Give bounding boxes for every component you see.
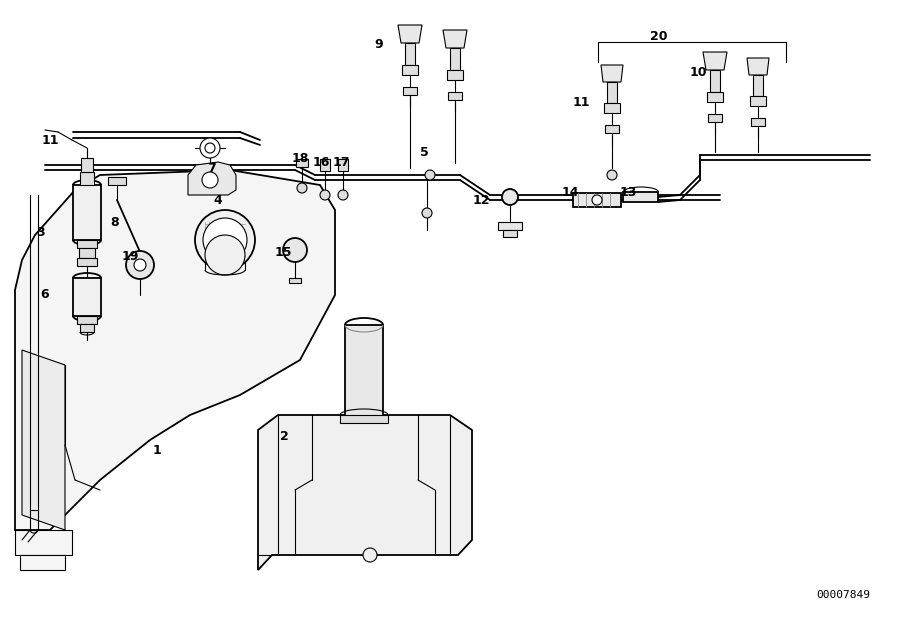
Bar (623, 192, 658, 202)
Bar (708, 114, 722, 122)
Bar (753, 75, 763, 96)
Bar (80, 324, 94, 332)
Text: 10: 10 (690, 65, 707, 79)
Text: 13: 13 (620, 185, 637, 199)
Bar (77, 258, 97, 266)
Polygon shape (601, 65, 623, 82)
Bar (340, 415, 388, 423)
Bar (447, 70, 463, 80)
Polygon shape (15, 170, 335, 530)
Bar (405, 43, 415, 65)
Bar (710, 70, 720, 92)
Bar (345, 325, 383, 420)
Circle shape (202, 172, 218, 188)
Bar (751, 118, 765, 126)
Bar (573, 193, 621, 207)
Polygon shape (20, 555, 65, 570)
Circle shape (126, 251, 154, 279)
Bar (604, 103, 620, 113)
Circle shape (422, 208, 432, 218)
Bar (108, 177, 126, 185)
Text: 5: 5 (420, 145, 428, 159)
Circle shape (205, 143, 215, 153)
Bar (80, 172, 94, 185)
Text: 2: 2 (280, 431, 289, 443)
Circle shape (283, 238, 307, 262)
Polygon shape (747, 58, 769, 75)
Text: 12: 12 (473, 194, 491, 206)
Bar (707, 92, 723, 102)
Text: 00007849: 00007849 (816, 590, 870, 600)
Text: 7: 7 (207, 161, 216, 175)
Text: 3: 3 (36, 225, 45, 239)
Bar (402, 65, 418, 75)
Bar (77, 316, 97, 324)
Text: 20: 20 (650, 30, 668, 44)
Bar (750, 96, 766, 106)
Bar (498, 222, 522, 230)
Text: 4: 4 (213, 194, 221, 206)
Text: 15: 15 (275, 246, 292, 258)
Text: 18: 18 (292, 152, 310, 164)
Bar (605, 125, 619, 133)
Circle shape (205, 235, 245, 275)
Circle shape (200, 138, 220, 158)
Bar (73, 278, 101, 316)
Bar (403, 87, 417, 95)
Bar (77, 240, 97, 248)
Text: 6: 6 (40, 288, 49, 302)
Text: 14: 14 (562, 187, 580, 199)
Polygon shape (15, 530, 72, 555)
Text: 16: 16 (313, 156, 330, 170)
Bar (338, 159, 348, 171)
Text: 19: 19 (122, 250, 140, 264)
Bar (320, 159, 330, 171)
Bar (450, 48, 460, 70)
Circle shape (363, 548, 377, 562)
Circle shape (134, 259, 146, 271)
Circle shape (297, 183, 307, 193)
Bar (503, 230, 517, 237)
Circle shape (195, 210, 255, 270)
Bar (296, 159, 308, 167)
Polygon shape (258, 415, 472, 570)
Polygon shape (443, 30, 467, 48)
Polygon shape (703, 52, 727, 70)
Polygon shape (22, 350, 65, 530)
Text: 1: 1 (153, 443, 162, 457)
Circle shape (203, 218, 247, 262)
Bar (448, 92, 462, 100)
Bar (607, 82, 617, 103)
Polygon shape (398, 25, 422, 43)
Text: 11: 11 (573, 95, 590, 109)
Bar (73, 185, 101, 240)
Text: 11: 11 (42, 133, 59, 147)
Circle shape (607, 170, 617, 180)
Bar (79, 248, 95, 258)
Polygon shape (188, 162, 236, 195)
Text: 17: 17 (333, 156, 350, 170)
Text: 8: 8 (110, 215, 119, 229)
Circle shape (338, 190, 348, 200)
Circle shape (320, 190, 330, 200)
Circle shape (502, 189, 518, 205)
Circle shape (592, 195, 602, 205)
Circle shape (425, 170, 435, 180)
Bar (289, 278, 301, 283)
Text: 9: 9 (374, 39, 382, 51)
Bar (81, 158, 93, 172)
